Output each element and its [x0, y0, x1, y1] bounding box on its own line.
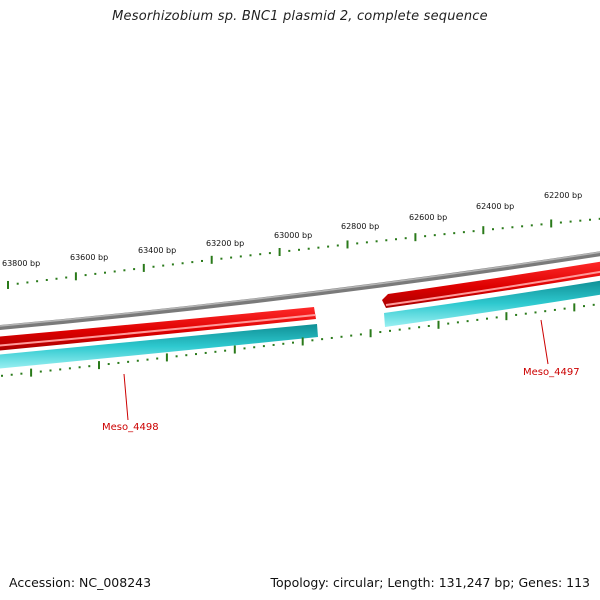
gene-label-leader-meso-4498 [123, 373, 129, 421]
lower-ruler-ticks [1, 303, 595, 377]
gene-bar-meso-4497-shine [385, 270, 600, 306]
ruler-label: 63600 bp [70, 253, 108, 262]
ruler-label: 62800 bp [341, 222, 379, 231]
gene-bar-meso-4498[interactable] [0, 307, 316, 351]
ruler-label: 62400 bp [476, 202, 514, 211]
gene-label-leader-meso-4497 [540, 319, 549, 365]
ruler-label: 63400 bp [138, 246, 176, 255]
ruler-label: 62200 bp [544, 191, 582, 200]
gene-bar-meso-4498-shine [0, 314, 316, 347]
bp-ruler-labels: 63800 bp 63600 bp 63400 bp 63200 bp 63000 bp… [2, 191, 582, 268]
map-title: Mesorhizobium sp. BNC1 plasmid 2, comple… [112, 9, 488, 24]
gene-bar-meso-4497[interactable] [382, 261, 600, 308]
topology-summary: Topology: circular; Length: 131,247 bp; … [270, 575, 591, 590]
cds-bar-meso-4497[interactable] [384, 280, 600, 327]
ruler-label: 62600 bp [409, 213, 447, 222]
ruler-label: 63000 bp [274, 231, 312, 240]
bp-ruler-ticks [7, 217, 600, 289]
plasmid-backbone [0, 251, 600, 331]
ruler-label: 63800 bp [2, 259, 40, 268]
plasmid-backbone-highlight [0, 251, 600, 327]
gene-label-meso-4498[interactable]: Meso_4498 [102, 422, 159, 433]
accession-text: Accession: NC_008243 [9, 575, 152, 590]
gene-label-meso-4497[interactable]: Meso_4497 [523, 367, 580, 378]
ruler-label: 63200 bp [206, 239, 244, 248]
cds-bar-meso-4498[interactable] [0, 324, 318, 369]
